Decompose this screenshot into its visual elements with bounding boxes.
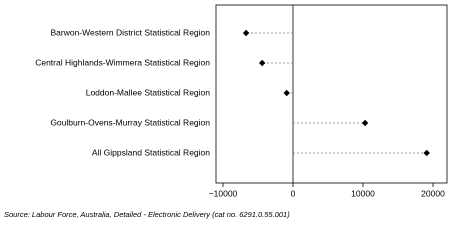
y-category-label: Goulburn-Ovens-Murray Statistical Region	[50, 117, 210, 127]
dot	[361, 119, 369, 127]
y-category-label: All Gippsland Statistical Region	[92, 147, 210, 157]
dot	[423, 149, 430, 157]
source-note: Source: Labour Force, Australia, Detaile…	[4, 210, 290, 219]
y-category-label: Central Highlands-Wimmera Statistical Re…	[35, 57, 210, 67]
x-tick-label: 0	[291, 188, 296, 198]
dot	[242, 29, 250, 37]
plot-frame	[215, 4, 448, 184]
x-tick-label: −10000	[209, 188, 238, 198]
y-category-label: Loddon-Mallee Statistical Region	[86, 87, 211, 97]
dot	[259, 59, 266, 67]
chart: Source: Labour Force, Australia, Detaile…	[4, 4, 448, 219]
x-tick-label: 10000	[351, 188, 375, 198]
x-tick-label: 20000	[421, 188, 445, 198]
dot	[283, 89, 290, 97]
y-category-label: Barwon-Western District Statistical Regi…	[50, 27, 210, 37]
